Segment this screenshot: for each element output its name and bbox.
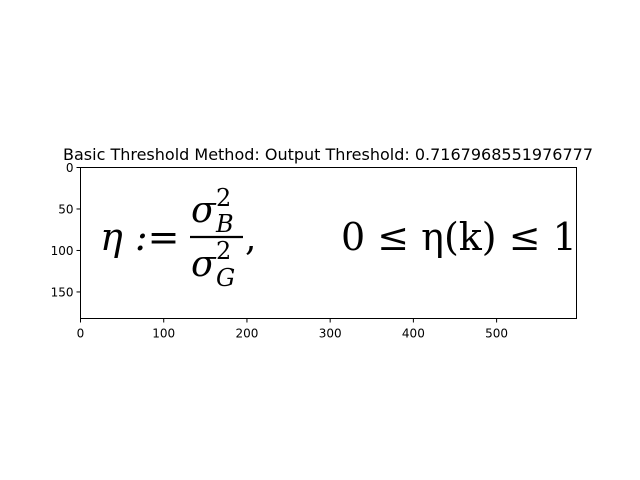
y-tick-label: 100 [51, 244, 74, 258]
denominator-subscript: G [216, 264, 235, 292]
axes: η := σ 2 B σ 2 G , 0 ≤ η(k) ≤ 1 0 100 200 3… [51, 161, 577, 341]
denominator-sigma: σ [191, 244, 217, 285]
formula-comma: , [245, 218, 256, 259]
chart-title: Basic Threshold Method: Output Threshold… [63, 145, 593, 164]
x-tick-label: 400 [402, 327, 425, 341]
image-frame [80, 167, 577, 319]
numerator-sigma: σ [191, 190, 217, 231]
x-tick-label: 0 [77, 327, 85, 341]
y-tick-label: 150 [51, 285, 74, 299]
x-tick-label: 500 [485, 327, 508, 341]
x-tick-label: 100 [152, 327, 175, 341]
formula-rhs: 0 ≤ η(k) ≤ 1 [341, 215, 577, 259]
x-tick-label: 200 [235, 327, 258, 341]
y-tick-label: 0 [66, 161, 74, 175]
x-tick-label: 300 [319, 327, 342, 341]
numerator-superscript: 2 [216, 184, 231, 212]
x-axis: 0 100 200 300 400 500 [77, 318, 508, 341]
denominator-superscript: 2 [216, 237, 231, 265]
y-axis: 0 50 100 150 [51, 161, 81, 299]
image-content: η := σ 2 B σ 2 G , 0 ≤ η(k) ≤ 1 [100, 184, 577, 292]
y-tick-label: 50 [58, 202, 73, 216]
formula-lhs: η := [100, 215, 180, 259]
numerator-subscript: B [215, 210, 234, 238]
